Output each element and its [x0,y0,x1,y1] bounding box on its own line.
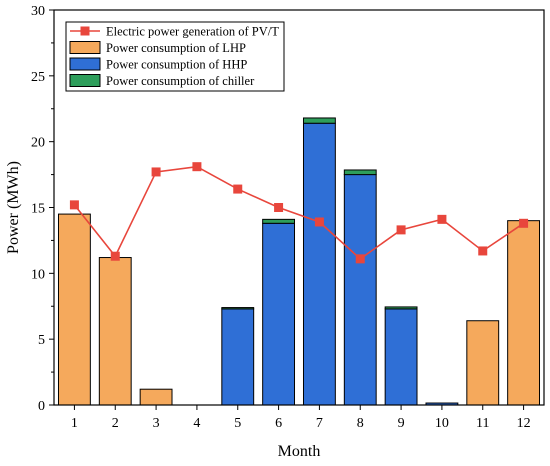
y-axis-title: Power (MWh) [5,161,22,254]
y-tick-label-30: 30 [31,4,45,19]
y-tick-label-0: 0 [38,399,45,414]
pvt-point-2 [110,251,120,261]
legend-swatch-1 [69,41,101,54]
legend-label-3: Power consumption of chiller [106,74,255,88]
pvt-point-3 [151,167,161,177]
pvt-point-9 [396,225,406,235]
bar-hhp-6 [262,222,296,406]
legend-label-2: Power consumption of HHP [106,58,247,72]
x-tick-label-4: 4 [193,416,200,431]
bar-lhp-1 [57,213,91,406]
bar-lhp-12 [507,220,541,406]
bar-hhp-7 [302,122,336,406]
x-tick-label-5: 5 [234,416,241,431]
legend-label-0: Electric power generation of PV/T [106,25,279,39]
legend-items: Electric power generation of PV/T Power c… [69,25,279,88]
legend-swatch-2 [69,57,101,71]
x-axis-title: Month [278,443,321,460]
x-tick-label-7: 7 [316,416,323,431]
bar-lhp-2 [98,257,132,406]
bar-lhp-11 [466,320,500,406]
pvt-point-1 [69,200,79,210]
y-tick-label-20: 20 [31,136,45,151]
pvt-point-5 [233,184,243,194]
legend: Electric power generation of PV/T Power c… [65,21,285,92]
x-tick-label-6: 6 [275,416,282,431]
x-tick-label-8: 8 [357,416,364,431]
pvt-point-10 [437,214,447,224]
legend-line-marker [80,26,90,36]
bar-chiller-7 [302,117,336,124]
pvt-point-6 [274,203,284,212]
pvt-point-12 [519,218,529,228]
y-tick-label-15: 15 [31,202,45,217]
line-layer [69,162,529,264]
bar-hhp-8 [343,174,377,406]
bar-lhp-3 [139,388,173,406]
y-tick-label-10: 10 [31,267,45,282]
bars-layer [57,117,541,406]
pvt-point-7 [314,217,324,227]
x-tick-label-11: 11 [476,416,489,431]
legend-swatch-3 [69,74,101,87]
bar-chiller-9 [384,306,418,310]
x-tick-label-10: 10 [435,416,449,431]
bar-chiller-6 [262,218,296,224]
y-tick-label-25: 25 [31,70,45,85]
x-tick-label-12: 12 [517,416,531,431]
pvt-point-4 [192,162,202,172]
pvt-line [73,165,525,260]
pvt-point-8 [355,254,365,264]
x-tick-label-9: 9 [398,416,405,431]
bar-chiller-8 [343,169,377,176]
x-tick-label-2: 2 [112,416,119,431]
bar-hhp-9 [384,308,418,406]
legend-label-1: Power consumption of LHP [106,41,246,55]
bar-hhp-5 [221,308,255,406]
x-tick-label-1: 1 [71,416,78,431]
pvt-point-11 [478,246,488,256]
bar-chiller-5 [221,307,255,310]
x-tick-label-3: 3 [153,416,160,431]
legend-box [65,21,285,92]
y-tick-label-5: 5 [38,333,45,348]
